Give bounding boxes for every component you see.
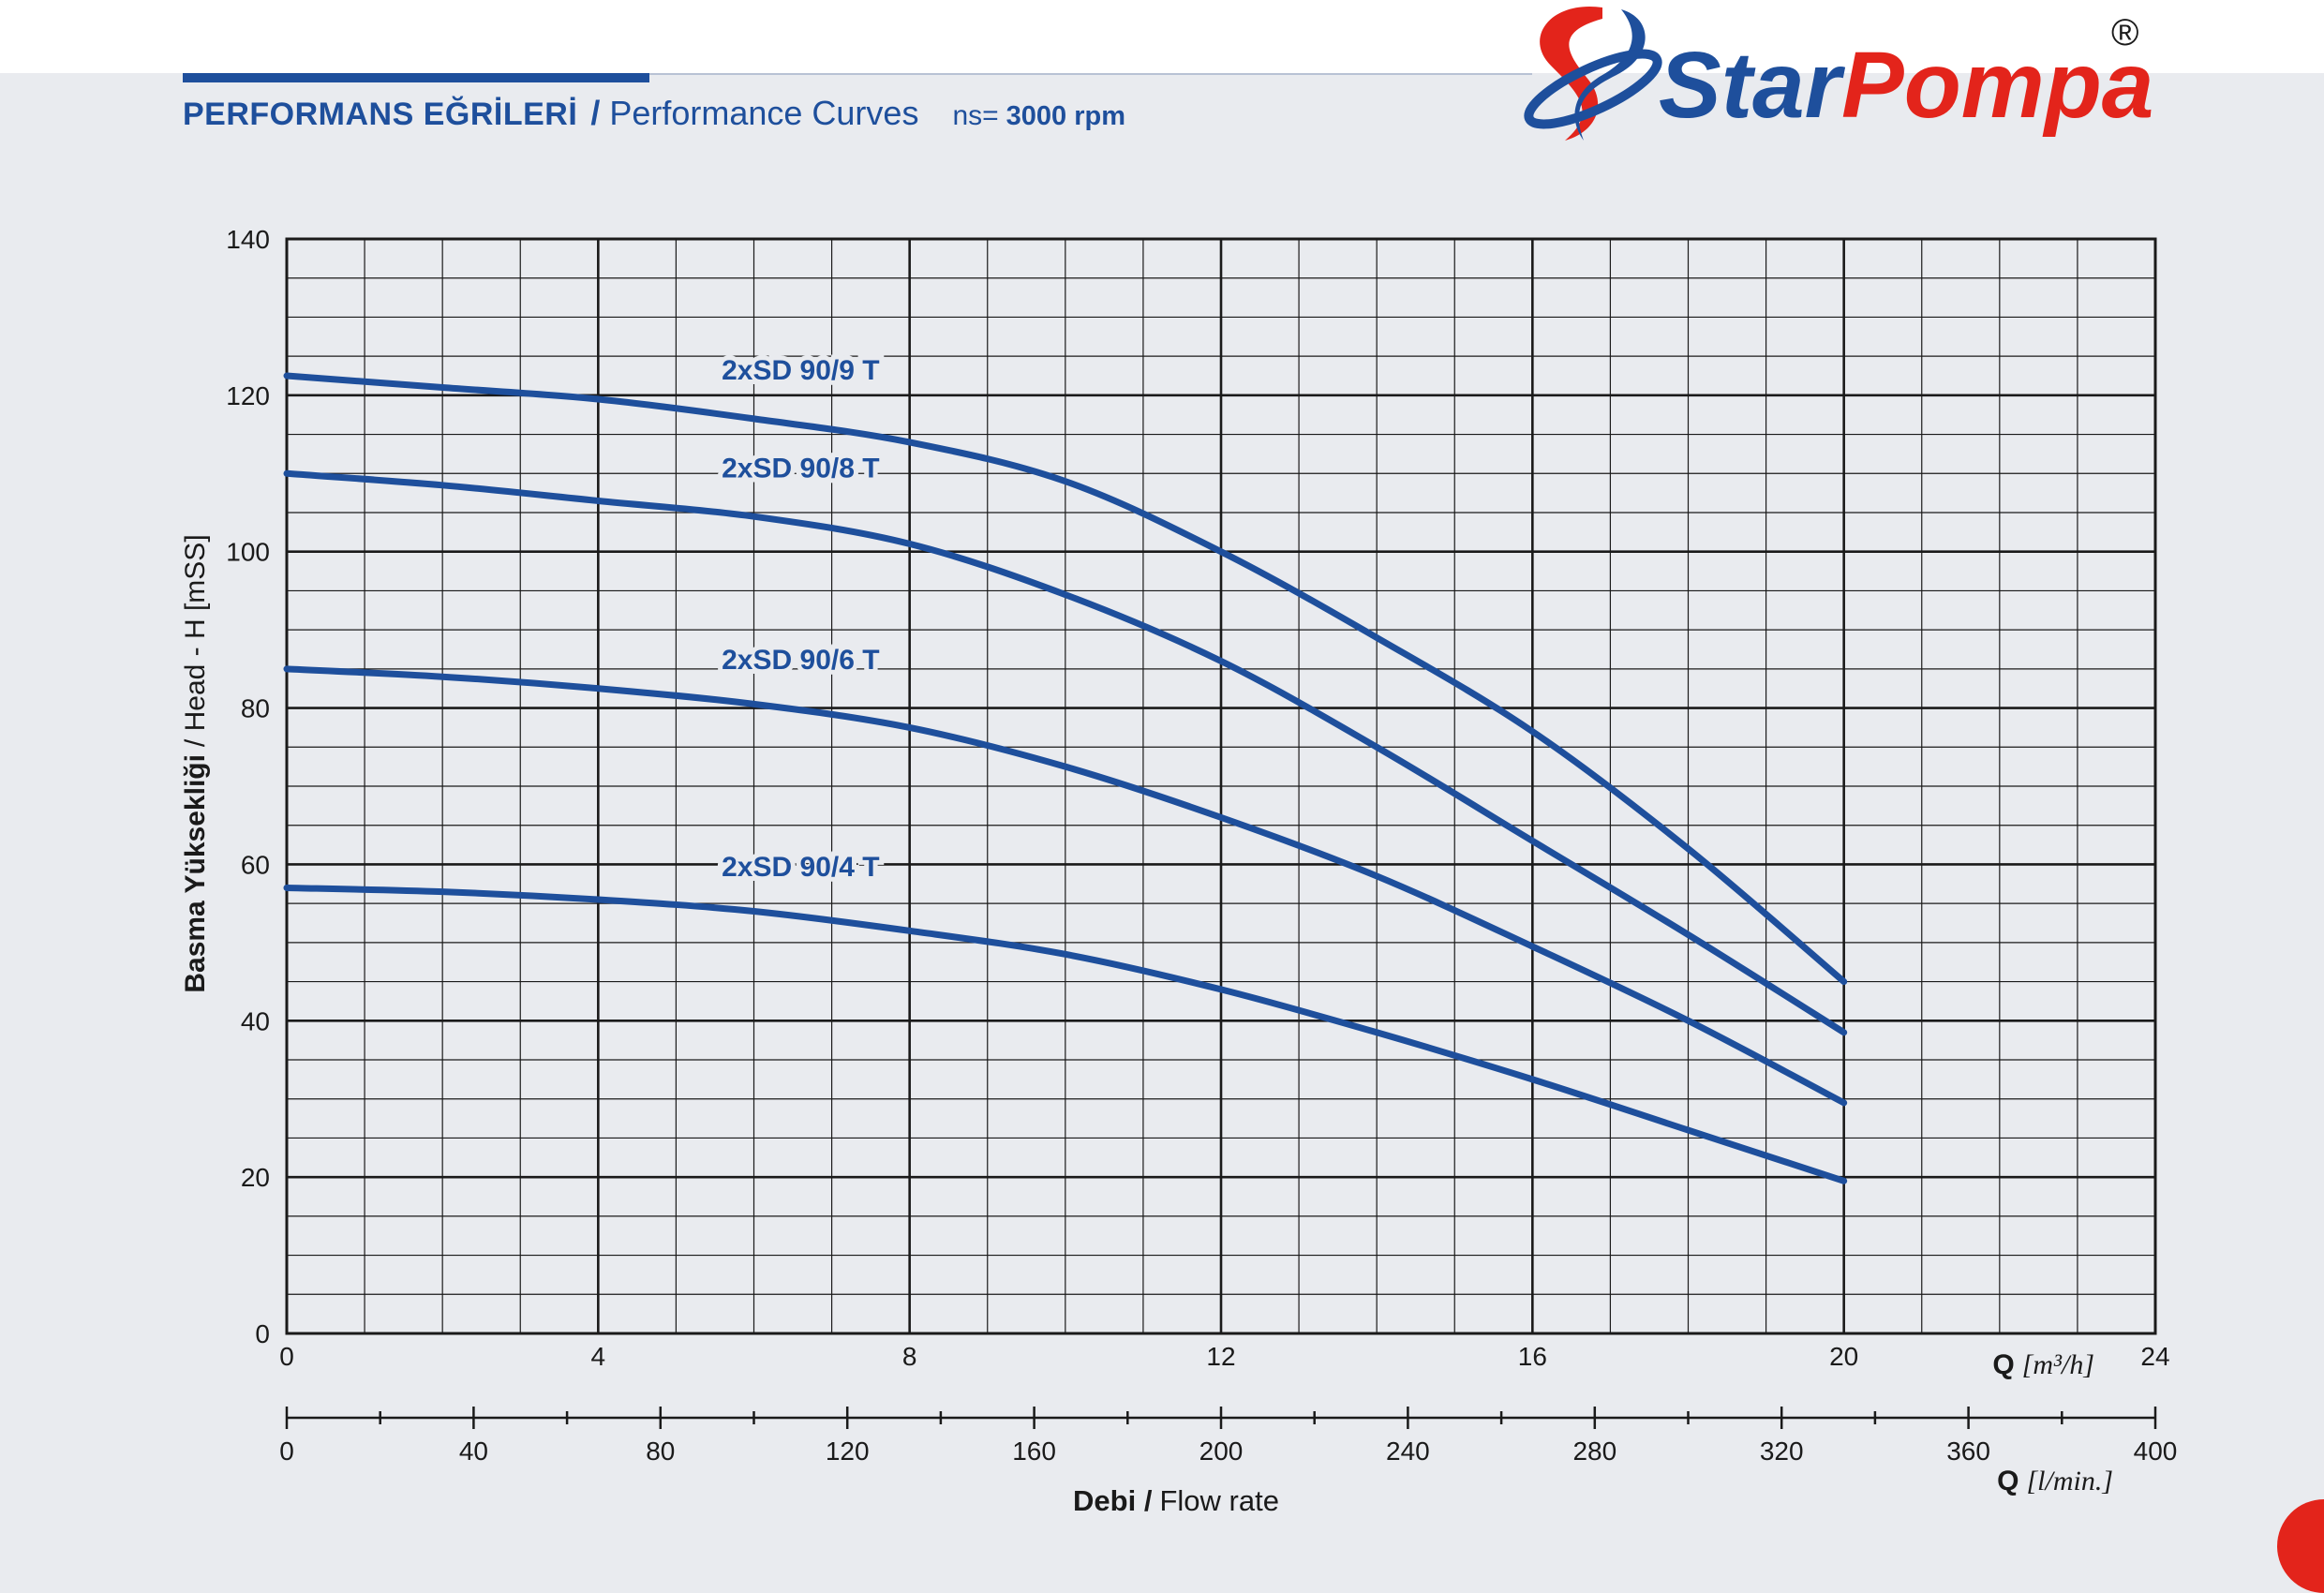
brand-logo: Star Pompa ® [1524,6,2153,141]
y-tick-label: 120 [226,381,270,410]
secondary-tick-label: 120 [826,1437,870,1466]
secondary-tick-label: 280 [1572,1437,1616,1466]
x-axis-unit: [m³/h] [2022,1349,2094,1380]
secondary-tick-label: 40 [459,1437,488,1466]
x-tick-label: 24 [2140,1342,2169,1371]
x-tick-label: 4 [591,1342,606,1371]
series-label-2xsd-90-4-t: 2xSD 90/4 T [722,852,879,883]
flow-rate-label: Debi / Flow rate [1073,1484,1279,1517]
sp-monogram-logo [1524,6,1662,141]
title-rule [183,73,1532,75]
secondary-tick-label: 320 [1760,1437,1804,1466]
brand-name-star: Star [1659,33,1846,138]
secondary-tick-label: 0 [279,1437,294,1466]
title-rule-accent [183,73,649,82]
curve-2xsd-90-6-t [283,665,1848,1107]
y-tick-label: 60 [241,850,270,879]
plot-frame [285,237,2157,1335]
y-tick-label: 80 [241,694,270,723]
y-tick-label: 0 [255,1319,270,1348]
chart-grid [285,237,2157,1335]
y-tick-label: 40 [241,1006,270,1035]
secondary-tick-label: 160 [1012,1437,1056,1466]
title-separator: / [590,94,601,132]
registered-mark: ® [2111,12,2138,53]
x-tick-label: 8 [902,1342,917,1371]
x-tick-label: 16 [1518,1342,1547,1371]
x-axis-label: Q [m³/h] [1992,1349,2094,1380]
secondary-axis-label: Q [l/min.] [1997,1466,2113,1496]
x-tick-label: 12 [1206,1342,1235,1371]
y-axis-label: Basma Yüksekliği / Head - H [mSS] [180,534,211,992]
title-english: Performance Curves [609,94,919,132]
flow-rate-label-bold: Debi / [1073,1484,1153,1517]
speed-value: 3000 rpm [1006,101,1126,131]
title-turkish: PERFORMANS EĞRİLERİ [183,97,578,132]
secondary-axis-q: Q [1997,1466,2019,1496]
curve-2xsd-90-4-t [283,884,1848,1184]
brand-name-pompa: Pompa [1841,33,2153,138]
y-axis-label-bold: Basma Yüksekliği [180,754,211,993]
secondary-tick-label: 80 [646,1437,675,1466]
curve-2xsd-90-8-t [283,469,1848,1036]
series-label-2xsd-90-6-t: 2xSD 90/6 T [722,645,879,676]
speed-label: ns= [952,100,999,131]
y-tick-label: 20 [241,1163,270,1192]
secondary-tick-label: 400 [2134,1437,2178,1466]
x-tick-label: 0 [279,1342,294,1371]
secondary-tick-label: 360 [1946,1437,1990,1466]
curve-2xsd-90-9-t [283,372,1848,986]
series-label-2xsd-90-9-t: 2xSD 90/9 T [722,355,879,386]
secondary-tick-label: 240 [1386,1437,1430,1466]
x-tick-label: 20 [1829,1342,1858,1371]
page-title: PERFORMANS EĞRİLERİ / Performance Curves… [183,94,1125,141]
y-tick-label: 140 [226,225,270,254]
speed-info: ns= 3000 rpm [952,100,1125,132]
series-label-2xsd-90-8-t: 2xSD 90/8 T [722,453,879,484]
top-band [0,0,2324,73]
chart-curves: 2xSD 90/9 T 2xSD 90/8 T 2xSD 90/6 T 2xSD 90… [283,350,1848,1184]
secondary-axis-unit: [l/min.] [2026,1466,2113,1496]
y-tick-label: 100 [226,538,270,567]
y-axis-label-rest: / Head - H [mSS] [180,534,211,747]
secondary-tick-label: 200 [1199,1437,1244,1466]
flow-rate-label-rest: Flow rate [1159,1484,1278,1517]
x-axis-q: Q [1992,1349,2014,1380]
